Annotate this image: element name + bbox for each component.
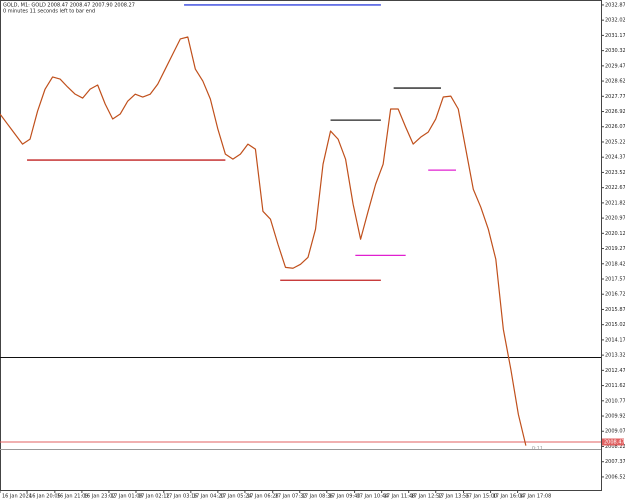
y-tick-label: 2015.02 <box>605 322 625 328</box>
y-tick-label: 2030.32 <box>605 48 625 54</box>
x-tick-label: 17 Jan 15:00 <box>466 494 498 500</box>
y-tick-label: 2016.72 <box>605 292 625 298</box>
y-tick-label: 2018.42 <box>605 261 625 267</box>
x-tick-label: 17 Jan 04:20 <box>193 494 225 500</box>
y-tick-label: 2031.17 <box>605 33 625 39</box>
x-tick-label: 17 Jan 11:48 <box>384 494 416 500</box>
x-tick-label: 17 Jan 16:04 <box>493 494 525 500</box>
plot-frame <box>0 0 602 491</box>
y-tick-label: 2013.32 <box>605 353 625 359</box>
x-tick-label: 16 Jan 20:05 <box>29 494 61 500</box>
y-tick-label: 2009.92 <box>605 414 625 420</box>
y-tick-label: 2007.37 <box>605 459 625 465</box>
y-tick-label: 2026.92 <box>605 109 625 115</box>
x-tick-label: 17 Jan 09:40 <box>329 494 361 500</box>
y-tick-label: 2022.67 <box>605 185 625 191</box>
x-tick-label: 16 Jan 21:09 <box>57 494 89 500</box>
x-tick-label: 16 Jan 2024 <box>2 494 32 500</box>
y-tick-label: 2023.52 <box>605 170 625 176</box>
x-tick-label: 17 Jan 06:28 <box>247 494 279 500</box>
y-tick-label: 2032.87 <box>605 2 625 8</box>
price-box-label: 2008.47 <box>604 439 625 445</box>
y-tick-label: 2028.62 <box>605 79 625 85</box>
price-box <box>602 438 624 446</box>
x-tick-label: 17 Jan 12:52 <box>411 494 443 500</box>
y-tick-label: 2027.77 <box>605 94 625 100</box>
chart-title: GOLD, M1: GOLD 2008.47 2008.47 2007.90 2… <box>3 3 135 9</box>
y-tick-label: 2010.77 <box>605 398 625 404</box>
y-tick-label: 2024.37 <box>605 155 625 161</box>
x-tick-label: 17 Jan 05:24 <box>220 494 252 500</box>
y-tick-label: 2009.07 <box>605 429 625 435</box>
y-tick-label: 2011.62 <box>605 383 625 389</box>
x-tick-label: 17 Jan 08:36 <box>302 494 334 500</box>
x-tick-label: 17 Jan 07:32 <box>275 494 307 500</box>
y-tick-label: 2017.57 <box>605 276 625 282</box>
x-tick-label: 16 Jan 23:02 <box>84 494 116 500</box>
y-tick-label: 2020.12 <box>605 231 625 237</box>
y-tick-label: 2025.22 <box>605 139 625 145</box>
y-tick-label: 2019.27 <box>605 246 625 252</box>
y-tick-label: 2021.82 <box>605 200 625 206</box>
bar-timer: 0:11 <box>532 446 543 452</box>
x-tick-label: 17 Jan 10:44 <box>357 494 389 500</box>
chart-subtitle: 0 minutes 11 seconds left to bar end <box>3 9 95 15</box>
y-tick-label: 2006.52 <box>605 474 625 480</box>
x-tick-label: 17 Jan 02:12 <box>138 494 170 500</box>
x-tick-label: 17 Jan 13:56 <box>438 494 470 500</box>
x-tick-label: 17 Jan 03:16 <box>166 494 198 500</box>
y-tick-label: 2029.47 <box>605 63 625 69</box>
price-line <box>0 36 527 446</box>
y-tick-label: 2026.07 <box>605 124 625 130</box>
x-tick-label: 17 Jan 01:08 <box>111 494 143 500</box>
y-tick-label: 2012.47 <box>605 368 625 374</box>
y-tick-label: 2032.02 <box>605 18 625 24</box>
y-tick-label: 2020.97 <box>605 216 625 222</box>
y-tick-label: 2014.17 <box>605 337 625 343</box>
y-tick-label: 2008.22 <box>605 444 625 450</box>
y-tick-label: 2015.87 <box>605 307 625 313</box>
x-tick-label: 17 Jan 17:08 <box>520 494 552 500</box>
